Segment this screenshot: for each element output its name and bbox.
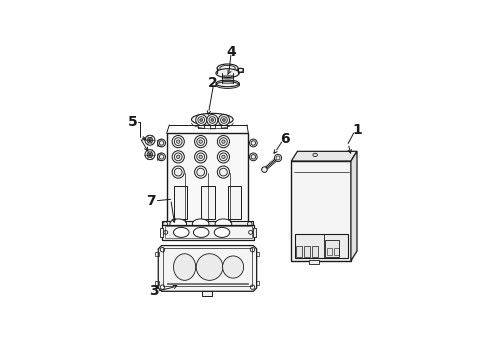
Bar	[296, 246, 302, 257]
Ellipse shape	[199, 140, 202, 143]
Bar	[155, 252, 159, 256]
Ellipse shape	[148, 139, 151, 141]
Ellipse shape	[219, 114, 229, 126]
Ellipse shape	[173, 254, 196, 280]
Bar	[173, 185, 187, 219]
Polygon shape	[351, 151, 357, 261]
Ellipse shape	[216, 69, 239, 77]
Ellipse shape	[196, 254, 223, 280]
Bar	[202, 291, 213, 296]
Ellipse shape	[222, 155, 225, 158]
Bar	[238, 68, 243, 72]
Ellipse shape	[199, 155, 202, 158]
Ellipse shape	[216, 80, 239, 87]
Ellipse shape	[196, 114, 207, 126]
Bar	[162, 225, 254, 240]
Bar	[201, 185, 215, 219]
Ellipse shape	[170, 219, 187, 229]
Text: 2: 2	[208, 76, 218, 90]
Ellipse shape	[274, 154, 282, 162]
Bar	[309, 260, 319, 264]
Bar	[325, 240, 339, 257]
Ellipse shape	[222, 140, 225, 143]
Bar	[167, 283, 248, 284]
Ellipse shape	[158, 153, 166, 161]
Ellipse shape	[192, 113, 233, 126]
Polygon shape	[158, 246, 257, 291]
Bar	[165, 226, 252, 238]
Ellipse shape	[176, 155, 180, 158]
Ellipse shape	[195, 135, 207, 148]
Ellipse shape	[145, 135, 155, 145]
Polygon shape	[292, 151, 357, 161]
Ellipse shape	[172, 151, 184, 163]
Ellipse shape	[148, 153, 151, 156]
Ellipse shape	[222, 256, 244, 278]
Ellipse shape	[158, 139, 166, 147]
Ellipse shape	[172, 166, 184, 178]
Ellipse shape	[207, 114, 218, 126]
Ellipse shape	[145, 150, 155, 159]
Bar	[327, 248, 332, 255]
Ellipse shape	[173, 228, 189, 237]
Bar	[253, 228, 256, 237]
Ellipse shape	[193, 219, 209, 229]
Bar	[334, 248, 339, 255]
Bar	[256, 252, 259, 256]
Ellipse shape	[217, 135, 229, 148]
Ellipse shape	[195, 151, 207, 163]
Ellipse shape	[249, 139, 257, 147]
Ellipse shape	[217, 166, 229, 178]
Ellipse shape	[214, 228, 230, 237]
Text: 6: 6	[280, 132, 290, 146]
Ellipse shape	[262, 167, 267, 172]
Bar	[163, 248, 252, 286]
Ellipse shape	[215, 219, 232, 229]
Bar	[160, 228, 163, 237]
Bar	[227, 185, 242, 219]
Text: 7: 7	[147, 194, 156, 208]
Ellipse shape	[195, 166, 207, 178]
Bar	[167, 133, 248, 222]
Bar	[256, 281, 259, 285]
Text: 1: 1	[352, 123, 362, 137]
Ellipse shape	[211, 118, 214, 121]
Text: 3: 3	[149, 284, 158, 298]
Ellipse shape	[176, 140, 180, 143]
Text: 5: 5	[127, 115, 137, 129]
Bar	[292, 161, 351, 261]
Ellipse shape	[249, 153, 257, 161]
Bar	[313, 246, 318, 257]
Bar	[304, 246, 310, 257]
Ellipse shape	[172, 135, 184, 148]
Ellipse shape	[222, 118, 225, 121]
Text: 4: 4	[226, 45, 236, 59]
Ellipse shape	[200, 118, 203, 121]
Ellipse shape	[194, 228, 209, 237]
Bar	[162, 221, 252, 227]
Ellipse shape	[217, 64, 238, 72]
Ellipse shape	[217, 151, 229, 163]
Bar	[155, 281, 159, 285]
Bar	[294, 234, 347, 258]
